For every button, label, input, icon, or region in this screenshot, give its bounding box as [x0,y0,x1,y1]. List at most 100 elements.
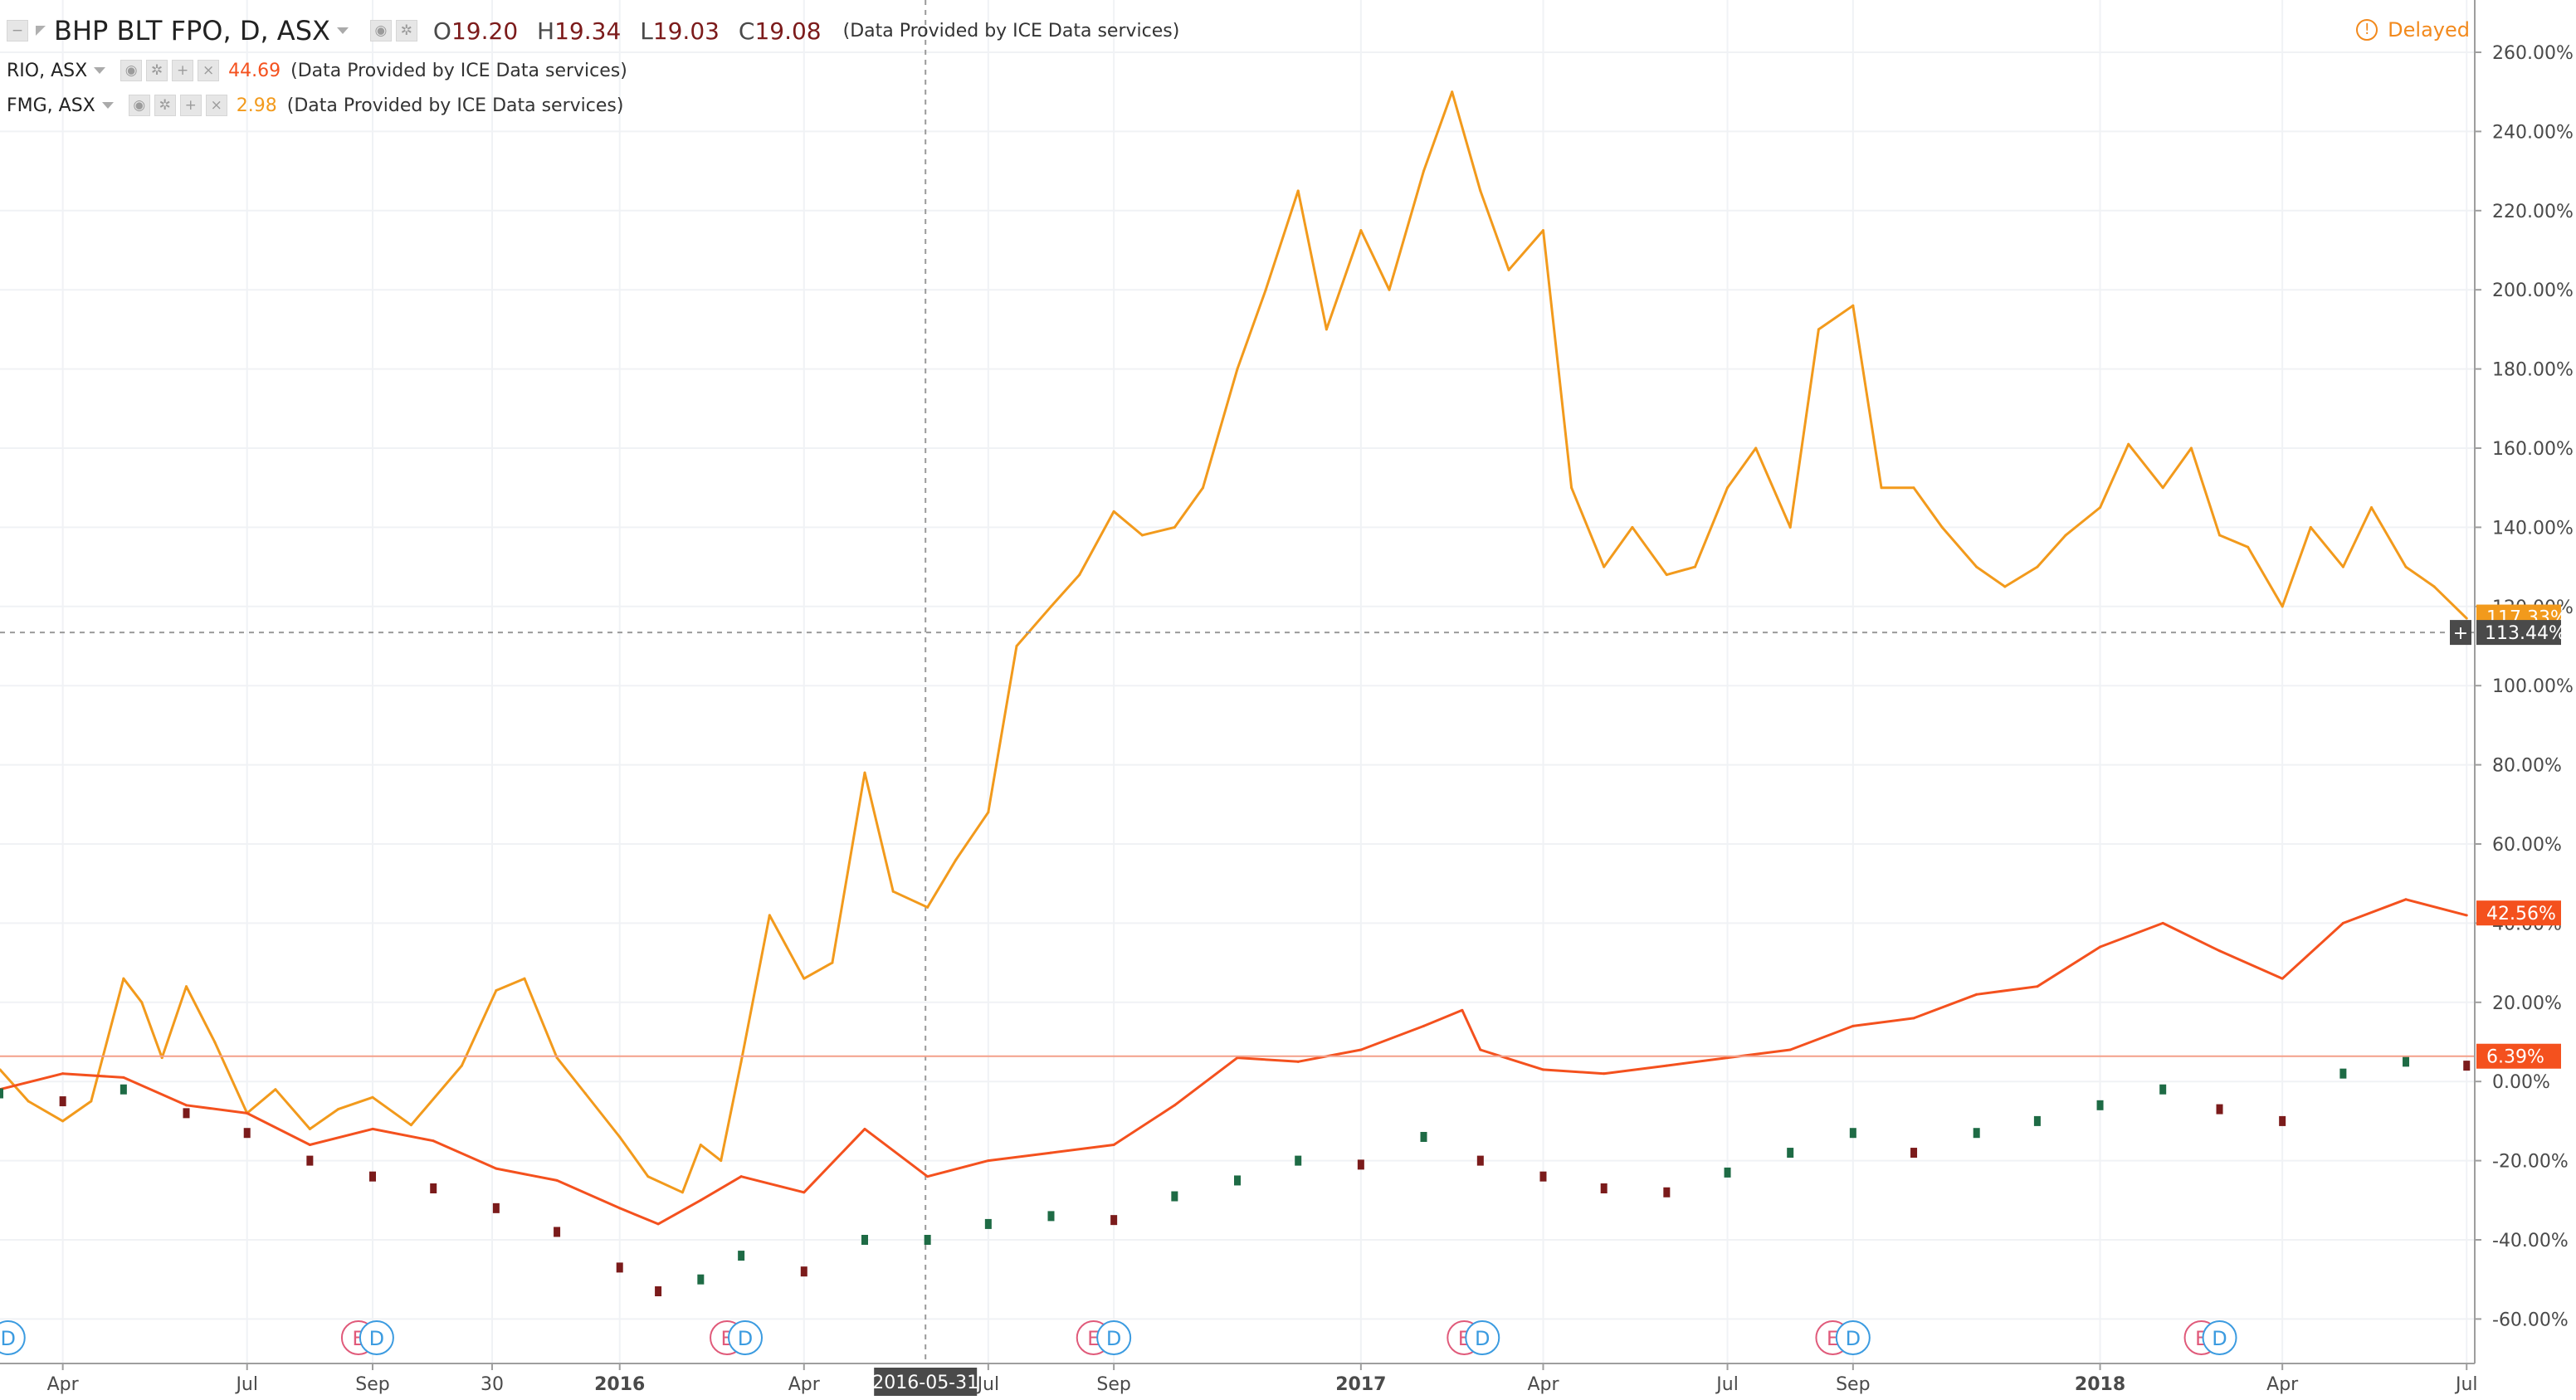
flag-icon[interactable] [36,26,46,36]
ohlc-bar [1234,1175,1241,1186]
data-point [1264,288,1267,291]
y-tick-label: 80.00% [2492,756,2562,777]
chevron-down-icon[interactable] [336,27,349,34]
data-point [0,1068,2,1071]
collapse-toggle-icon[interactable]: − [7,20,28,41]
data-point [1359,1048,1363,1051]
fmg-provider: (Data Provided by ICE Data services) [286,95,624,116]
data-point [1852,304,1855,307]
data-point [61,1072,65,1076]
data-point [185,1104,188,1107]
data-point [2218,534,2222,537]
data-point [2036,565,2039,568]
event-letter: D [2212,1327,2227,1350]
event-circle [1835,1320,1871,1355]
ohlc-bar [655,1286,662,1297]
data-point [2099,945,2102,949]
gear-icon[interactable]: ✲ [395,20,417,41]
gear-icon[interactable]: ✲ [154,95,176,116]
plus-icon[interactable]: + [179,95,202,116]
data-point [2127,442,2130,446]
plus-icon[interactable]: + [172,60,194,81]
dividend-event-icon[interactable]: D [1096,1320,1132,1355]
ohlc-bar [1539,1171,1547,1182]
x-tick-label: Jul [1715,1374,1739,1395]
data-point [1880,486,1883,490]
delayed-indicator[interactable]: ! Delayed [2356,18,2470,41]
data-point [555,1178,559,1182]
main-symbol-title[interactable]: BHP BLT FPO, D, ASX [54,15,330,46]
chevron-down-icon[interactable] [94,67,106,74]
dividend-event-icon[interactable]: D [2202,1320,2237,1355]
dividend-event-icon[interactable]: D [359,1320,394,1355]
event-letter: D [1475,1327,1490,1350]
high-value: 19.34 [554,17,622,45]
eye-icon[interactable]: ◉ [128,95,150,116]
data-point [2036,985,2039,988]
data-point [371,1127,374,1130]
event-circle [0,1320,26,1355]
eye-icon[interactable]: ◉ [120,60,143,81]
data-point [803,1191,806,1194]
data-point [1461,1008,1464,1012]
ohlc-bar [1663,1187,1671,1198]
data-point [1296,189,1300,193]
event-letter: D [369,1327,384,1350]
close-icon[interactable]: × [198,60,220,81]
data-point [803,977,806,980]
ohlc-bar [800,1266,807,1277]
data-point [699,1198,702,1202]
ohlc-bar [1787,1148,1794,1159]
fmg-symbol-title[interactable]: FMG, ASX [7,95,95,116]
data-point [213,1041,217,1043]
close-icon[interactable]: × [205,95,227,116]
dividend-event-icon[interactable]: D [728,1320,764,1355]
x-tick-label: Jul [976,1374,1000,1395]
ohlc-bar [430,1183,437,1193]
data-point [140,1001,144,1004]
dividend-event-icon[interactable]: D [1835,1320,1871,1355]
ohlc-bar [2159,1084,2167,1095]
data-point [2189,446,2193,450]
x-tick-label: Apr [1527,1374,1559,1395]
ohlc-bar [1600,1183,1608,1193]
ohlc-bar [2339,1068,2347,1079]
data-point [1817,328,1820,331]
data-point [409,1124,412,1127]
gear-icon[interactable]: ✲ [146,60,168,81]
ohlc-bar [1910,1148,1918,1159]
ohlc-bar [492,1202,500,1213]
dividend-event-icon[interactable]: D [1465,1320,1500,1355]
ohlc-bar [924,1235,931,1245]
crosshair-value-label-bg [2476,620,2561,646]
ohlc-values: O19.20 H19.34 L19.03 C19.08 [433,17,833,45]
last-value-label: 6.39% [2486,1047,2544,1068]
data-point [954,858,958,861]
x-tick-label: 30 [481,1374,504,1395]
ohlc-bar [2033,1115,2041,1126]
data-point [185,985,188,988]
data-point [1236,368,1239,371]
chevron-down-icon[interactable] [101,102,114,109]
data-point [1788,1048,1792,1051]
rio-symbol-title[interactable]: RIO, ASX [7,60,88,81]
data-point [1296,1060,1300,1063]
data-point [1359,229,1363,232]
last-value-label-bg [2476,900,2561,926]
crosshair-date-label: 2016-05-31 [872,1373,978,1393]
ohlc-bar [1357,1159,1364,1170]
event-letter: D [1,1327,16,1350]
ohlc-bar [2403,1056,2410,1067]
low-label: L [640,17,653,45]
data-point [2432,585,2436,588]
data-point [1507,268,1510,271]
eye-icon[interactable]: ◉ [369,20,392,41]
data-point [987,811,990,814]
dividend-event-icon[interactable]: D [0,1320,26,1355]
data-point [337,1108,340,1111]
chart-series [0,90,2471,1297]
data-point [987,1159,990,1163]
event-circle [1465,1320,1500,1355]
